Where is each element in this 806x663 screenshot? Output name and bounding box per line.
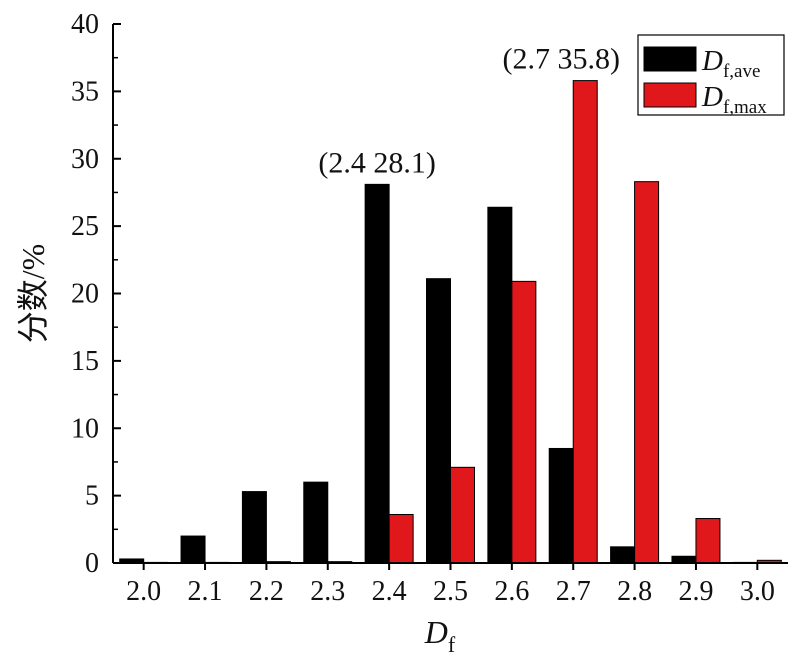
legend-label-main: D: [701, 45, 723, 77]
y-tick-label: 10: [71, 413, 99, 444]
bar-df-ave-2.1: [180, 535, 206, 564]
x-axis-title-main: D: [424, 614, 448, 650]
y-tick-label: 40: [71, 9, 99, 40]
x-tick-label: 2.9: [678, 576, 713, 607]
x-tick-label: 2.4: [372, 576, 407, 607]
x-axis-title: Df: [424, 614, 456, 657]
y-tick-label: 30: [71, 144, 99, 175]
annotations-layer: (2.4 28.1) (2.7 35.8): [318, 43, 620, 180]
bar-df-ave-2.6: [487, 206, 513, 564]
bar-df-ave-2.2: [241, 491, 267, 564]
bar-df-max-2.8: [634, 181, 660, 564]
bar-df-max-2.7: [572, 80, 598, 564]
y-tick-label: 20: [71, 279, 99, 310]
x-tick-label: 2.6: [494, 576, 529, 607]
axes-layer: 0 5 10 15 20 25 30 35 40 2.0 2.1 2.2 2.3 2.4 2.5 2.6 2.7…: [15, 9, 788, 657]
annotation-label: (2.4 28.1): [318, 146, 435, 179]
bar-df-max-2.9: [695, 518, 721, 564]
bar-df-ave-2.7: [548, 447, 574, 564]
y-tick-label: 15: [71, 346, 99, 377]
y-axis-title: 分数/%: [15, 244, 51, 344]
bar-df-ave-2.9: [671, 555, 697, 564]
y-tick-label: 0: [85, 548, 99, 579]
x-tick-label: 2.8: [617, 576, 652, 607]
x-tick-label: 3.0: [740, 576, 775, 607]
legend-label-df-max: Df,max: [701, 81, 767, 118]
x-tick-label: 2.1: [188, 576, 223, 607]
bar-df-ave-2.4: [364, 183, 390, 564]
bar-df-ave-2.8: [610, 546, 636, 564]
bars-layer: [119, 80, 782, 564]
x-tick-label: 2.7: [556, 576, 591, 607]
legend-swatch-df-ave: [643, 46, 697, 72]
y-tick-label: 25: [71, 211, 99, 242]
bar-df-max-2.5: [450, 466, 475, 564]
y-tick-label: 5: [85, 481, 99, 512]
bar-df-max-2.4: [388, 513, 414, 564]
legend-label-main: D: [701, 81, 723, 113]
x-axis-title-sub: f: [448, 632, 456, 657]
legend-label-sub: f,ave: [723, 61, 760, 82]
bar-df-max-2.6: [511, 280, 537, 564]
legend-swatch-df-max: [643, 82, 697, 108]
bar-df-ave-2.3: [303, 481, 329, 564]
legend-label-df-ave: Df,ave: [701, 45, 760, 82]
x-tick-label: 2.0: [126, 576, 161, 607]
bar-df-ave-2.5: [426, 278, 451, 564]
y-tick-label: 35: [71, 76, 99, 107]
x-tick-label: 2.2: [249, 576, 284, 607]
x-tick-label: 2.5: [433, 576, 468, 607]
annotation-label: (2.7 35.8): [502, 43, 619, 76]
legend-label-sub: f,max: [723, 97, 767, 118]
x-tick-label: 2.3: [310, 576, 345, 607]
